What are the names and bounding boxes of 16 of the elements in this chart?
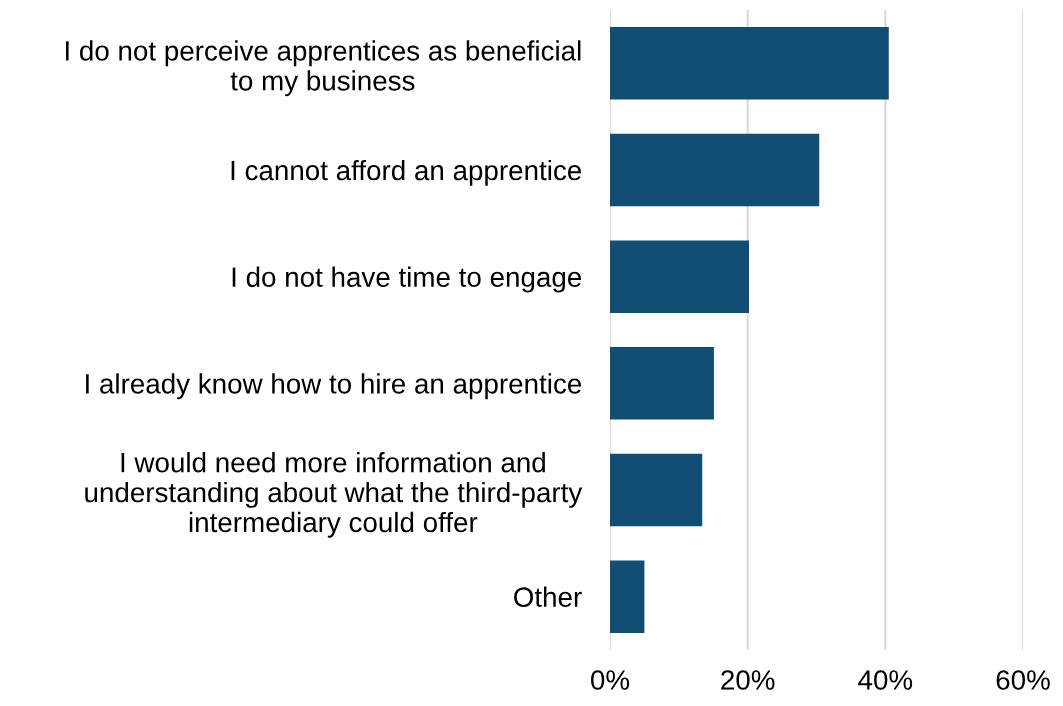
y-tick-label: I already know how to hire an apprentice — [86, 373, 582, 400]
bar — [610, 560, 645, 633]
y-tick-label: I cannot afford an apprentice — [231, 159, 582, 186]
bar — [610, 240, 750, 313]
x-tick-label: 40% — [858, 670, 913, 690]
x-tick-label: 60% — [996, 670, 1050, 690]
bar — [610, 133, 820, 207]
bar — [610, 347, 714, 420]
bar — [610, 27, 889, 100]
y-tick-label: Other — [514, 586, 582, 608]
y-tick-label: I do not have time to engage — [232, 266, 582, 293]
x-tick-label: 20% — [721, 670, 775, 690]
y-tick-label: I would need more information and understanding about what the third-party intermediary could offer — [85, 452, 583, 538]
y-tick-label: I do not perceive apprentices as beneficial to my business — [65, 40, 581, 97]
bar — [610, 453, 703, 527]
x-tick-label: 0% — [591, 670, 630, 690]
